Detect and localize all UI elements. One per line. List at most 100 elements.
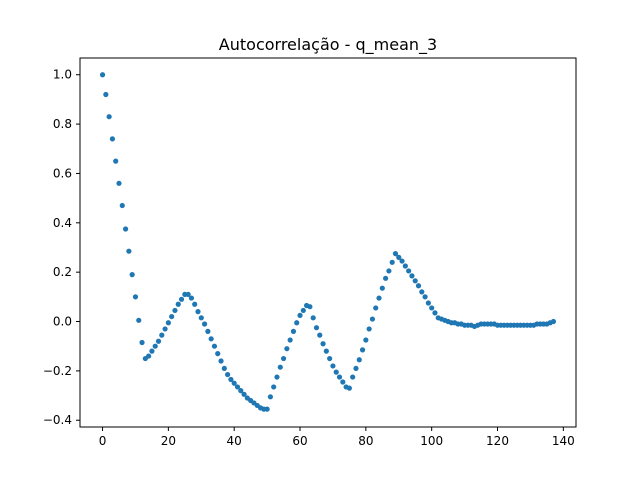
data-point bbox=[386, 268, 392, 274]
data-point bbox=[195, 309, 201, 315]
data-point bbox=[264, 406, 270, 412]
data-point bbox=[218, 358, 224, 364]
data-point bbox=[432, 310, 438, 316]
data-point bbox=[221, 365, 227, 372]
data-point bbox=[346, 385, 352, 391]
data-point bbox=[406, 268, 412, 274]
data-point bbox=[415, 283, 422, 289]
data-point bbox=[317, 332, 323, 338]
data-point bbox=[211, 343, 218, 349]
data-point bbox=[126, 248, 132, 254]
data-point bbox=[356, 357, 362, 363]
data-point bbox=[284, 346, 290, 352]
data-point bbox=[323, 348, 329, 354]
data-point bbox=[106, 114, 112, 120]
data-point bbox=[198, 315, 204, 321]
data-point bbox=[185, 291, 191, 297]
data-point bbox=[169, 313, 175, 320]
y-tick-label: 0.6 bbox=[53, 166, 72, 180]
y-tick-label: −0.2 bbox=[43, 364, 72, 378]
data-point bbox=[340, 379, 346, 385]
data-point bbox=[122, 226, 129, 232]
data-point bbox=[376, 295, 382, 301]
x-tick-label: 20 bbox=[161, 434, 176, 448]
data-point bbox=[103, 91, 109, 98]
y-axis: −0.4 −0.2 0.0 0.2 0.4 0.6 0.8 1.0 bbox=[43, 68, 80, 427]
data-point bbox=[99, 72, 106, 78]
data-point bbox=[330, 363, 336, 369]
data-point bbox=[383, 275, 389, 281]
data-point bbox=[280, 355, 287, 362]
data-point bbox=[313, 325, 320, 331]
data-point bbox=[188, 295, 195, 301]
data-point bbox=[277, 364, 283, 370]
data-point bbox=[238, 388, 244, 394]
data-point bbox=[129, 272, 135, 278]
data-point bbox=[422, 294, 428, 300]
data-point bbox=[353, 365, 359, 372]
data-point bbox=[178, 296, 185, 302]
x-tick-label: 100 bbox=[420, 434, 443, 448]
data-point bbox=[267, 394, 273, 400]
data-point bbox=[231, 380, 237, 386]
data-point bbox=[409, 273, 415, 279]
data-point bbox=[225, 371, 231, 378]
x-tick-label: 60 bbox=[292, 434, 307, 448]
data-point bbox=[175, 301, 181, 307]
data-point bbox=[274, 374, 280, 380]
data-point bbox=[152, 343, 158, 349]
data-point bbox=[116, 180, 122, 186]
data-point bbox=[550, 318, 557, 325]
data-point bbox=[300, 307, 306, 314]
x-axis: 0 20 40 60 80 100 120 140 bbox=[99, 427, 575, 448]
y-tick-label: 0.4 bbox=[53, 216, 72, 230]
data-point bbox=[320, 341, 326, 347]
data-point bbox=[366, 326, 372, 332]
data-point bbox=[336, 374, 343, 380]
data-point bbox=[139, 339, 145, 346]
plot-frame bbox=[79, 57, 577, 428]
data-point bbox=[241, 391, 247, 397]
scatter-points bbox=[99, 72, 557, 412]
y-tick-label: 0.0 bbox=[53, 315, 72, 329]
data-point bbox=[215, 351, 221, 357]
y-tick-label: 1.0 bbox=[53, 68, 72, 82]
data-point bbox=[392, 251, 399, 257]
data-point bbox=[290, 328, 297, 334]
x-tick-label: 140 bbox=[552, 434, 575, 448]
data-point bbox=[363, 337, 369, 343]
data-point bbox=[113, 158, 119, 164]
data-point bbox=[228, 376, 234, 383]
data-point bbox=[399, 258, 405, 264]
data-point bbox=[373, 305, 379, 311]
data-point bbox=[359, 347, 366, 353]
data-point bbox=[201, 321, 208, 327]
data-point bbox=[419, 289, 425, 295]
data-point bbox=[429, 305, 435, 311]
data-point bbox=[389, 259, 395, 265]
data-point bbox=[294, 320, 300, 326]
data-point bbox=[396, 254, 402, 260]
data-point bbox=[162, 326, 168, 332]
data-point bbox=[369, 316, 376, 322]
data-point bbox=[146, 353, 152, 359]
data-point bbox=[172, 307, 178, 314]
y-tick-label: −0.4 bbox=[43, 413, 72, 427]
data-point bbox=[327, 355, 333, 362]
data-point bbox=[165, 320, 171, 326]
y-tick-label: 0.8 bbox=[53, 117, 72, 131]
data-point bbox=[132, 294, 139, 300]
data-point bbox=[333, 369, 339, 375]
data-point bbox=[287, 337, 293, 343]
x-tick-label: 120 bbox=[486, 434, 509, 448]
data-point bbox=[310, 315, 316, 321]
data-point bbox=[379, 285, 385, 291]
data-point bbox=[412, 278, 418, 284]
data-point bbox=[425, 300, 431, 306]
data-point bbox=[402, 263, 408, 269]
data-point bbox=[192, 301, 198, 307]
data-point bbox=[297, 312, 303, 318]
data-point bbox=[234, 384, 241, 390]
x-tick-label: 80 bbox=[358, 434, 373, 448]
